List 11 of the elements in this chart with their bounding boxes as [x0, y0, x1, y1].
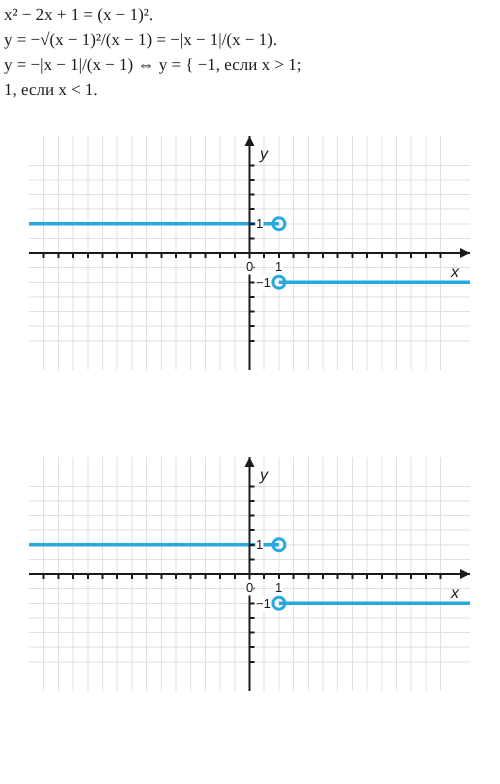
x-tick-label: 1	[275, 580, 282, 595]
x-tick-label: 0	[246, 580, 254, 595]
text: y = −√(x − 1)²/(x − 1) = −|x − 1|/(x − 1).	[4, 30, 278, 49]
y-tick-label: −1	[256, 596, 271, 611]
x-axis-title: x	[451, 585, 459, 602]
x-tick-label: 0	[246, 259, 254, 274]
text: 1, если x < 1.	[4, 80, 98, 99]
text: x² − 2x + 1 = (x − 1)².	[4, 5, 154, 24]
y-axis-title: y	[260, 467, 268, 484]
text: y = −|x − 1|/(x − 1) ⇔ y = { −1, если x > 1;	[4, 55, 302, 74]
y-tick-label: 1	[256, 537, 264, 552]
